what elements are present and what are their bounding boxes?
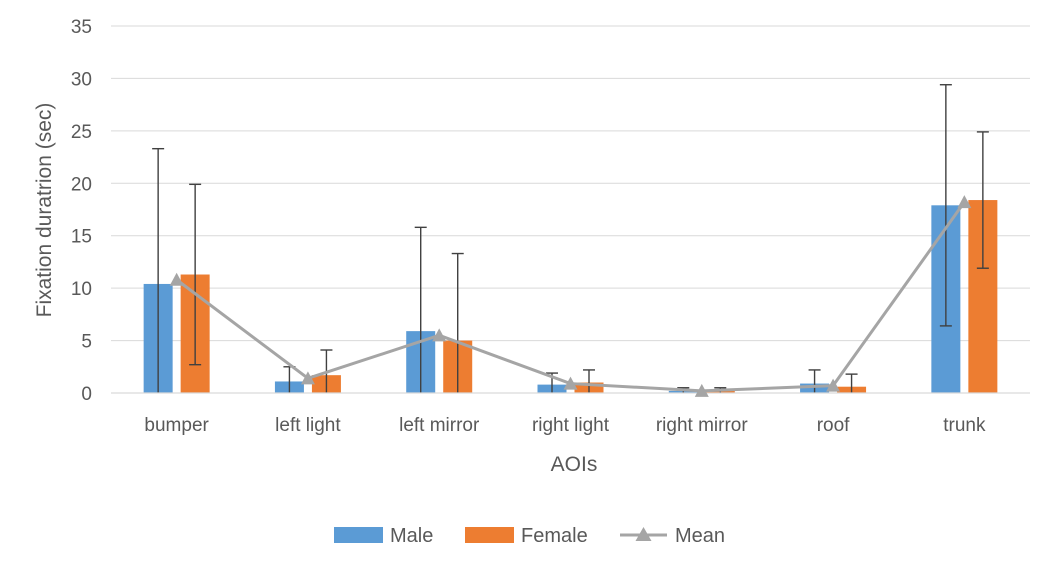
y-tick-label: 0 bbox=[81, 384, 92, 405]
mean-marker bbox=[300, 371, 315, 385]
y-tick-label: 15 bbox=[71, 227, 92, 248]
y-tick-label: 20 bbox=[71, 174, 92, 195]
legend-marker bbox=[635, 527, 652, 541]
mean-line-path bbox=[175, 201, 966, 393]
y-tick-label: 10 bbox=[71, 279, 92, 300]
mean-marker bbox=[957, 195, 972, 209]
y-axis-ticks: 0 5 10 15 20 25 30 35 bbox=[71, 17, 92, 405]
x-category-label: right light bbox=[532, 415, 610, 436]
mean-marker bbox=[169, 272, 184, 286]
legend-swatch bbox=[334, 527, 383, 543]
legend: Male Female Mean bbox=[334, 525, 725, 547]
x-category-label: left mirror bbox=[399, 415, 480, 436]
x-category-label: roof bbox=[817, 415, 850, 436]
gridlines bbox=[111, 25, 1030, 342]
mean-marker bbox=[694, 383, 709, 397]
legend-item-male: Male bbox=[334, 525, 433, 547]
y-tick-label: 30 bbox=[71, 69, 92, 90]
mean-marker bbox=[432, 328, 447, 342]
error-bars bbox=[152, 84, 989, 393]
legend-item-female: Female bbox=[465, 525, 588, 547]
legend-swatch bbox=[465, 527, 514, 543]
y-tick-label: 35 bbox=[71, 17, 92, 38]
mean-marker bbox=[563, 376, 578, 390]
x-category-label: right mirror bbox=[656, 415, 749, 436]
legend-item-mean: Mean bbox=[620, 525, 725, 547]
y-tick-label: 25 bbox=[71, 122, 92, 143]
mean-marker bbox=[826, 378, 841, 392]
mean-line bbox=[169, 195, 972, 397]
x-category-label: left light bbox=[275, 415, 341, 436]
legend-label: Mean bbox=[675, 525, 725, 547]
x-category-label: bumper bbox=[144, 415, 209, 436]
bars bbox=[143, 200, 998, 393]
y-axis-title: Fixation duratrion (sec) bbox=[33, 103, 56, 318]
legend-label: Male bbox=[390, 525, 433, 547]
legend-label: Female bbox=[521, 525, 588, 547]
x-axis-categories: bumper left light left mirror right light ri… bbox=[144, 415, 986, 436]
x-category-label: trunk bbox=[943, 415, 986, 436]
y-tick-label: 5 bbox=[81, 332, 92, 353]
x-axis-title: AOIs bbox=[551, 453, 598, 476]
